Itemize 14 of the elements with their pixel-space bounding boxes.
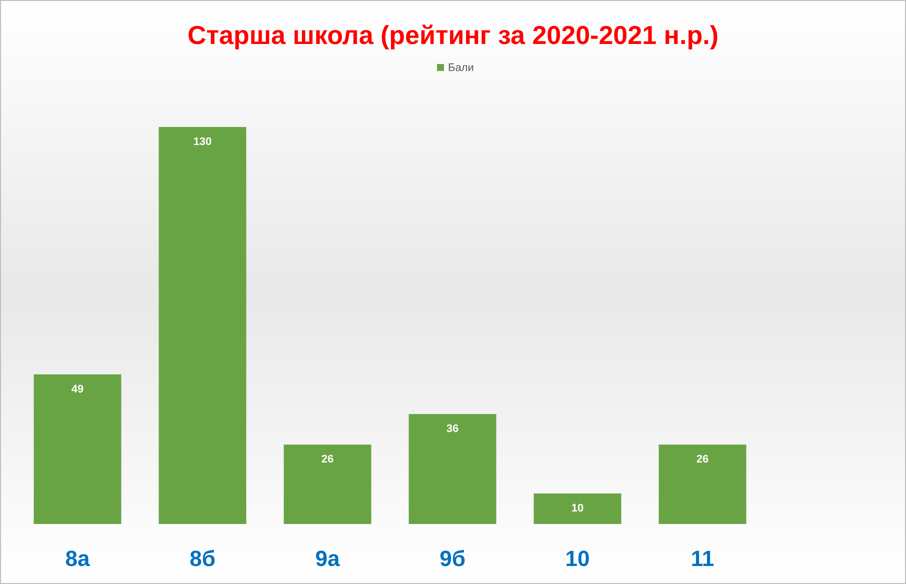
data-label: 49 <box>71 383 84 396</box>
data-label: 130 <box>193 136 212 148</box>
x-tick-label: 11 <box>690 546 714 571</box>
x-tick-label: 8а <box>65 546 90 571</box>
data-label: 26 <box>696 454 709 466</box>
data-label: 36 <box>446 423 459 436</box>
data-label: 26 <box>321 454 334 466</box>
legend-label: Бали <box>448 62 474 74</box>
x-tick-label: 9б <box>440 546 466 571</box>
chart-title: Старша школа (рейтинг за 2020-2021 н.р.) <box>188 20 718 50</box>
data-label: 10 <box>571 502 584 514</box>
x-tick-label: 10 <box>565 546 590 571</box>
x-tick-label: 9а <box>315 546 340 571</box>
x-tick-label: 8б <box>190 546 216 571</box>
